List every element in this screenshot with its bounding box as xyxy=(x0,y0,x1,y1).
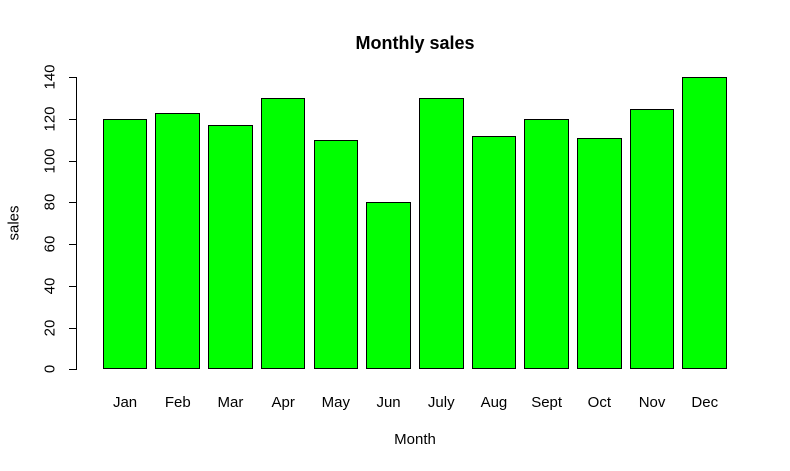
x-tick-label: Oct xyxy=(587,394,612,411)
bar-jun xyxy=(366,202,411,370)
y-tick-mark xyxy=(69,369,76,371)
y-tick-label: 0 xyxy=(41,365,59,374)
bar-jan xyxy=(102,119,148,370)
x-axis-title: Month xyxy=(394,431,436,448)
x-tick-label: Jan xyxy=(112,394,138,411)
y-tick-mark xyxy=(69,160,76,162)
bar-nov xyxy=(629,108,675,370)
y-tick-mark xyxy=(69,327,76,329)
x-tick-label: Feb xyxy=(164,394,191,411)
y-tick-label: 20 xyxy=(41,319,59,336)
x-tick-label: May xyxy=(321,394,351,411)
bar-may xyxy=(313,139,359,370)
y-tick-mark xyxy=(69,285,76,287)
x-tick-label: Nov xyxy=(638,394,666,411)
bar-feb xyxy=(155,112,201,370)
y-axis-line xyxy=(76,77,77,371)
bar-aug xyxy=(471,135,517,370)
y-tick-mark xyxy=(69,119,76,120)
y-tick-label: 60 xyxy=(41,235,59,253)
y-tick-label: 40 xyxy=(41,277,59,295)
x-tick-label: Jun xyxy=(376,394,401,411)
bar-dec xyxy=(682,77,728,370)
chart-title: Monthly sales xyxy=(355,33,475,53)
x-tick-label: Dec xyxy=(691,394,719,411)
y-tick-label: 140 xyxy=(41,64,59,90)
x-tick-label: Sept xyxy=(531,394,563,411)
bar-mar xyxy=(208,125,253,370)
bar-apr xyxy=(260,98,306,370)
bar-sept xyxy=(524,119,569,370)
x-tick-label: Apr xyxy=(271,394,295,411)
y-tick-label: 120 xyxy=(41,106,59,132)
y-tick-mark xyxy=(69,202,76,204)
y-tick-label: 100 xyxy=(41,148,59,174)
y-tick-mark xyxy=(69,244,76,246)
x-tick-label: Mar xyxy=(217,394,244,411)
y-tick-label: 80 xyxy=(41,194,59,211)
x-tick-label: July xyxy=(427,394,455,411)
y-tick-mark xyxy=(69,77,76,79)
x-tick-label: Aug xyxy=(480,394,508,411)
bar-july xyxy=(418,98,464,370)
bar-oct xyxy=(577,137,622,370)
